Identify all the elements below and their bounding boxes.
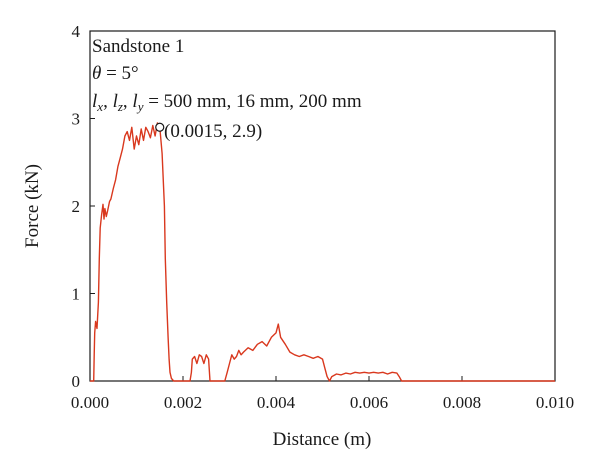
dim-l-x: l — [92, 91, 97, 112]
peak-label: (0.0015, 2.9) — [164, 121, 262, 142]
y-tick-label: 3 — [72, 110, 81, 129]
x-tick-label: 0.002 — [164, 393, 202, 412]
dim-sep-1: , — [103, 91, 113, 112]
x-tick-label: 0.008 — [443, 393, 481, 412]
peak-marker — [155, 122, 165, 132]
dim-l-y: l — [132, 91, 137, 112]
y-tick-label: 0 — [72, 372, 81, 391]
dimensions-label: lx, lz, ly = 500 mm, 16 mm, 200 mm — [92, 91, 362, 114]
plot-area: 0.000 0.002 0.004 0.006 0.008 0.010 0 1 2 3 4 — [71, 22, 574, 412]
dim-value: = 500 mm, 16 mm, 200 mm — [143, 91, 361, 112]
annotation-block: Sandstone 1 θ = 5° lx, lz, ly = 500 mm, … — [92, 36, 362, 142]
force-series-line — [90, 122, 555, 382]
x-axis-label: Distance (m) — [273, 429, 372, 450]
y-tick-label: 4 — [72, 22, 81, 41]
y-axis-label: Force (kN) — [22, 164, 43, 248]
angle-label: θ = 5° — [92, 63, 139, 84]
x-tick-label: 0.004 — [257, 393, 296, 412]
dim-sub-y: y — [136, 99, 144, 114]
plot-frame — [89, 30, 556, 382]
theta-symbol: θ — [92, 63, 101, 84]
x-axis-ticks: 0.000 0.002 0.004 0.006 0.008 0.010 — [71, 376, 574, 412]
dim-sub-z: z — [117, 99, 123, 114]
dim-sep-2: , — [123, 91, 133, 112]
x-tick-label: 0.000 — [71, 393, 109, 412]
series-layer — [90, 122, 555, 382]
x-tick-label: 0.006 — [350, 393, 388, 412]
y-tick-label: 1 — [72, 285, 81, 304]
dim-sub-x: x — [96, 99, 103, 114]
sample-label: Sandstone 1 — [92, 36, 184, 57]
y-tick-label: 2 — [72, 197, 81, 216]
theta-value: = 5° — [101, 63, 138, 84]
dim-l-z: l — [113, 91, 118, 112]
x-tick-label: 0.010 — [536, 393, 574, 412]
